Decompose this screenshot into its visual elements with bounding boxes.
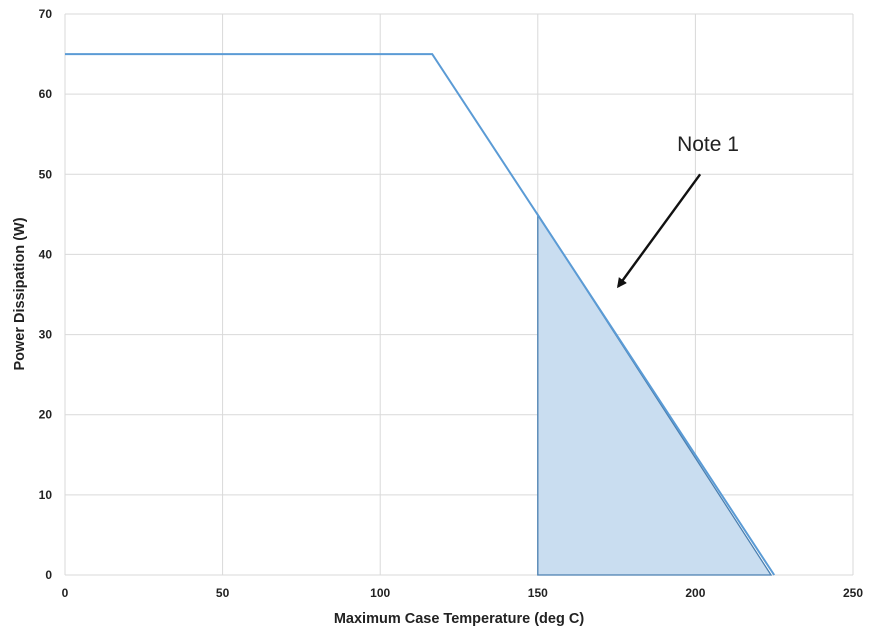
y-tick-label: 40 xyxy=(39,247,53,261)
y-tick-label: 70 xyxy=(39,7,53,21)
series-line xyxy=(65,53,776,576)
y-tick-label: 10 xyxy=(39,488,53,502)
shaded-region-group xyxy=(537,212,773,576)
x-tick-label: 150 xyxy=(528,586,548,600)
y-tick-label: 30 xyxy=(39,328,53,342)
note-label: Note 1 xyxy=(677,133,739,156)
series-group xyxy=(65,53,776,576)
x-tick-labels: 0 50 100 150 200 250 xyxy=(62,586,864,600)
note-arrow xyxy=(616,173,702,289)
x-tick-label: 100 xyxy=(370,586,390,600)
x-tick-label: 0 xyxy=(62,586,69,600)
y-tick-label: 50 xyxy=(39,167,53,181)
x-tick-label: 50 xyxy=(216,586,230,600)
y-tick-labels: 0 10 20 30 40 50 60 70 xyxy=(39,7,53,582)
shaded-region xyxy=(537,212,773,576)
y-tick-label: 20 xyxy=(39,408,53,422)
gridlines xyxy=(64,13,854,576)
y-axis-label: Power Dissipation (W) xyxy=(12,217,28,370)
y-tick-label: 60 xyxy=(39,87,53,101)
x-axis-label: Maximum Case Temperature (deg C) xyxy=(334,611,584,627)
annotations: Note 1 xyxy=(616,133,739,289)
y-tick-label: 0 xyxy=(45,568,52,582)
x-tick-label: 200 xyxy=(685,586,705,600)
x-tick-label: 250 xyxy=(843,586,863,600)
